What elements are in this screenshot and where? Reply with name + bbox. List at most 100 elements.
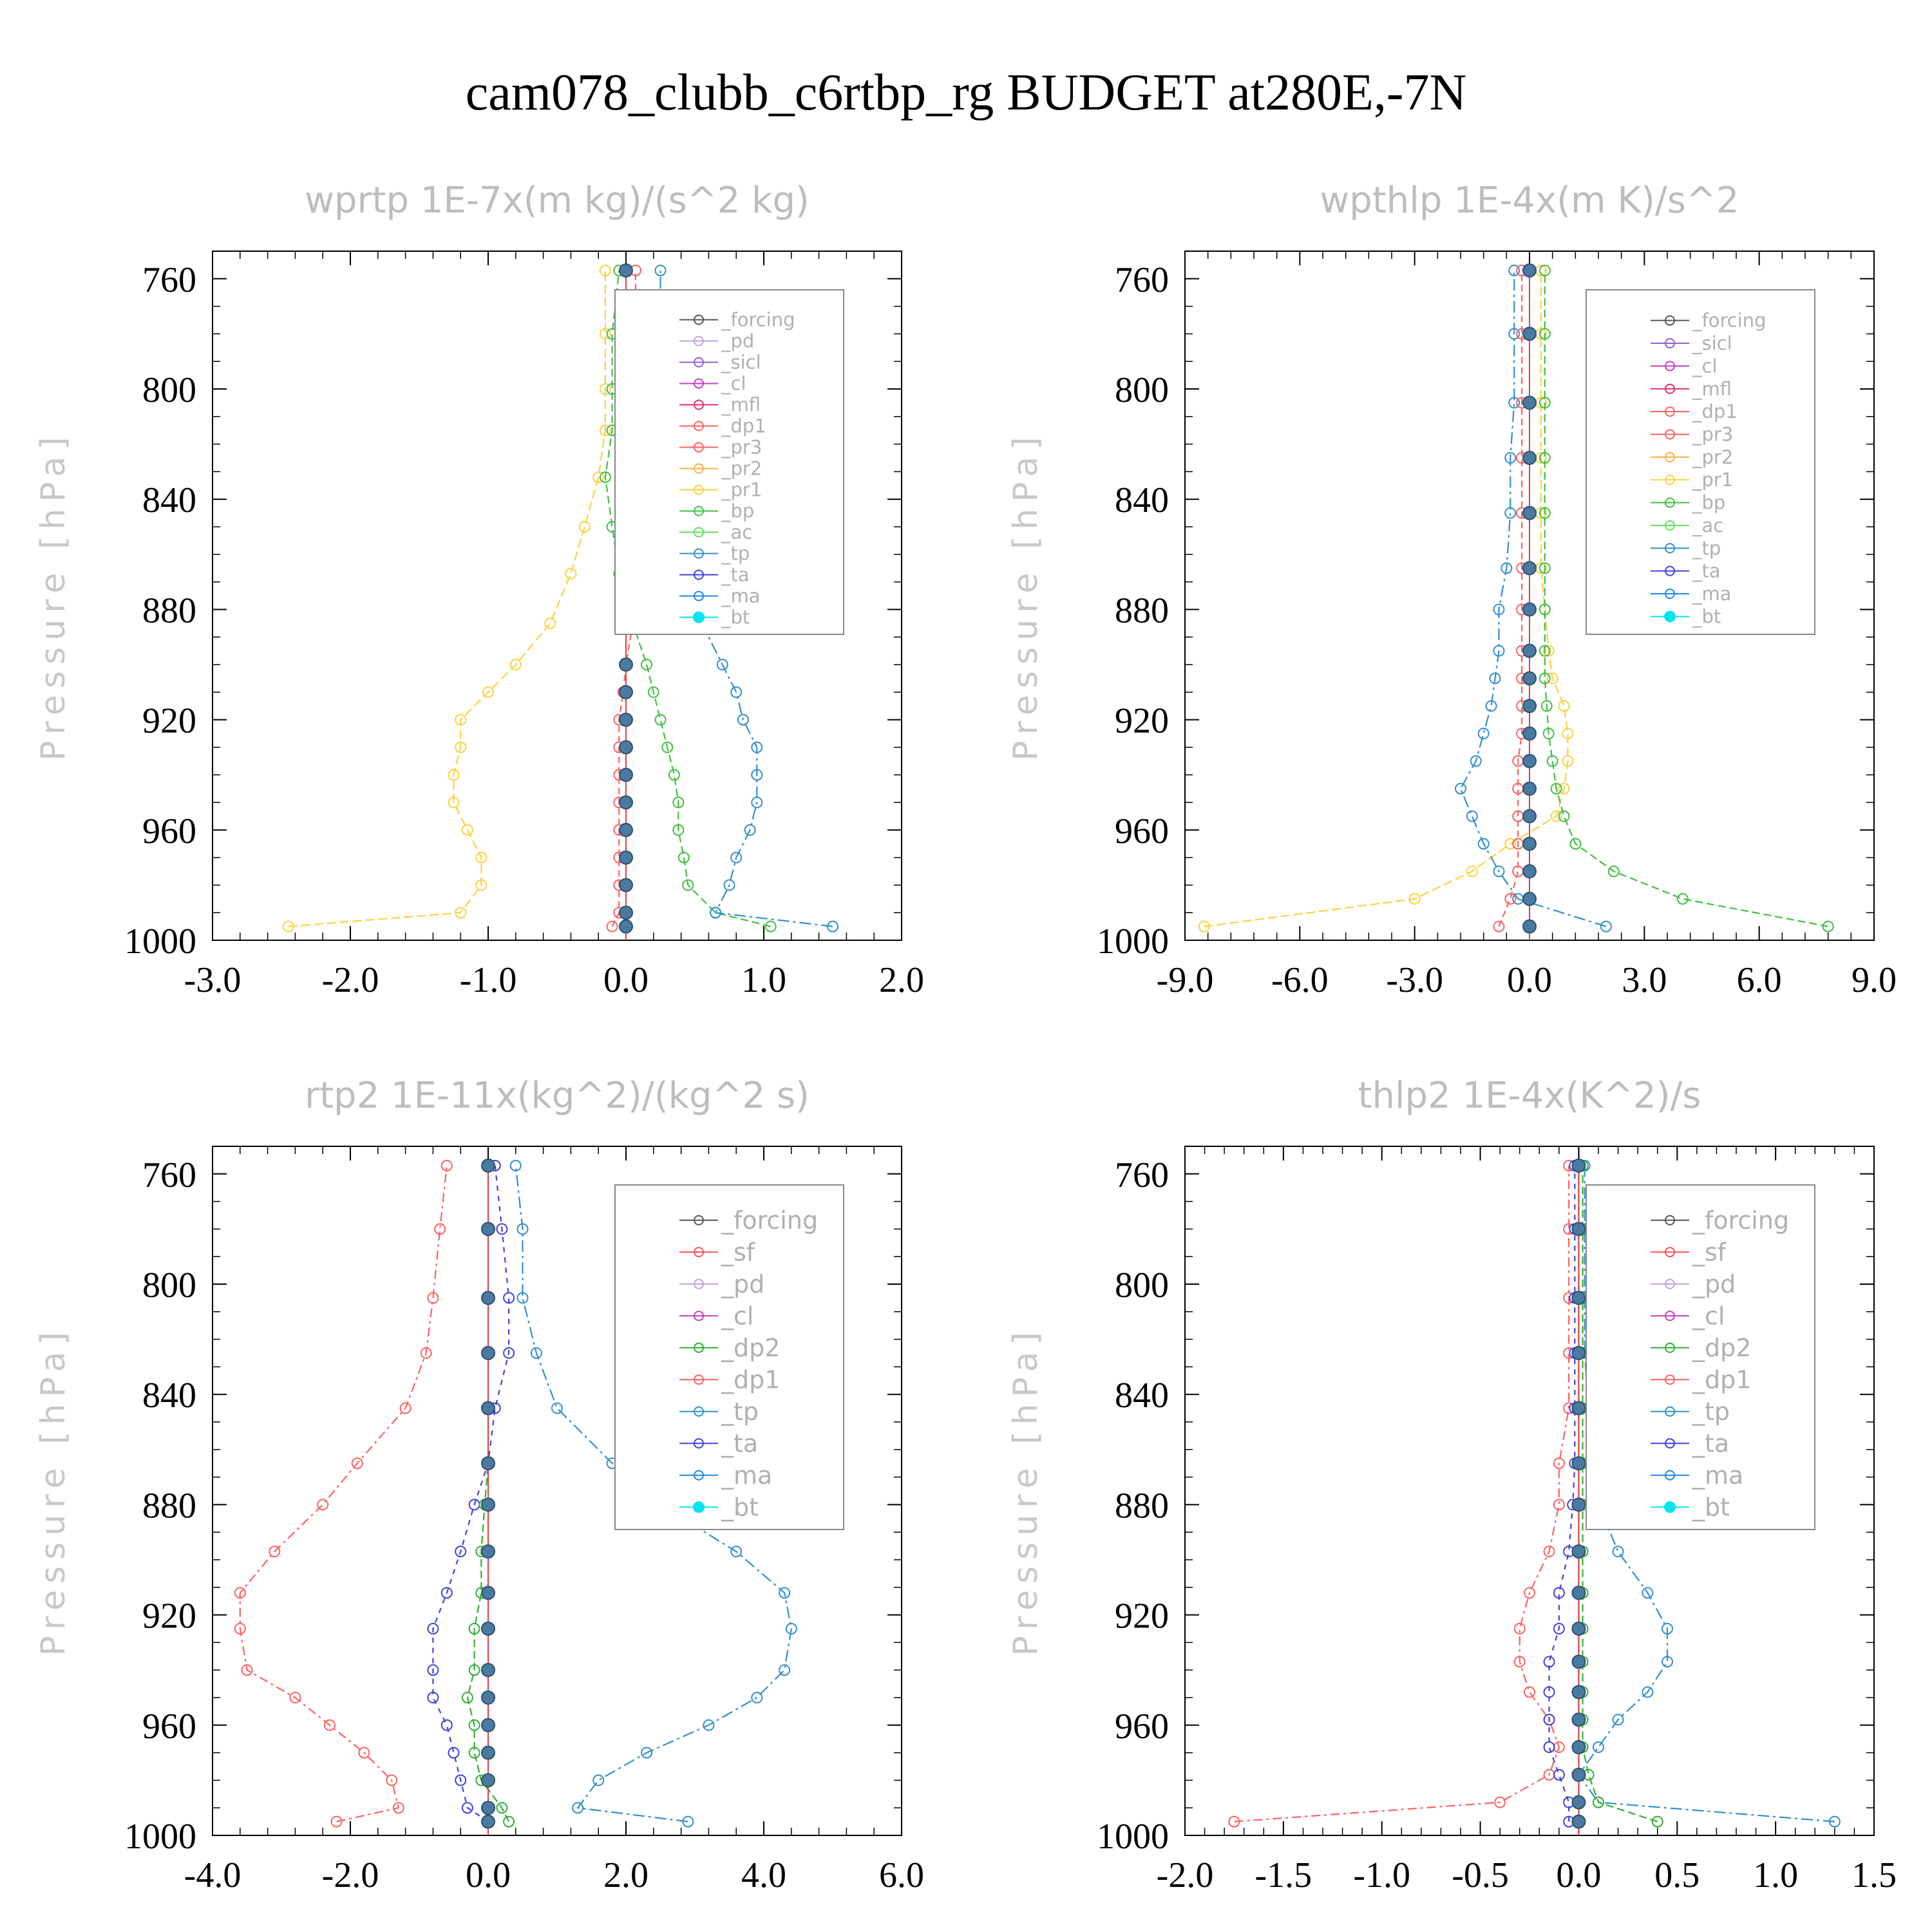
series-point-bp [1539, 507, 1551, 519]
series-point-pr1 [1466, 866, 1478, 877]
x-tick-label: -0.5 [1452, 1855, 1509, 1895]
series-point-pr1 [578, 521, 591, 533]
series-point-dp1 [399, 1402, 412, 1414]
series-point-bt [481, 1222, 495, 1236]
series-point-ta [1543, 1686, 1555, 1698]
legend-marker [1665, 1278, 1675, 1289]
series-point-bt [1522, 919, 1537, 934]
series-point-tp [779, 1664, 791, 1676]
series-point-pr1 [1550, 810, 1562, 822]
y-tick-label: 920 [142, 1596, 196, 1636]
series-line-bp [1544, 270, 1828, 927]
series-point-tp [1477, 728, 1490, 739]
legend-marker [1665, 338, 1675, 349]
series-point-pr1 [455, 714, 467, 726]
series-point-ta [503, 1292, 515, 1304]
series-point-tp [1508, 328, 1520, 340]
series-point-tp [551, 1402, 563, 1414]
series-point-tp [1504, 507, 1517, 519]
series-point-bt [1522, 891, 1537, 906]
series-point-dp1 [392, 1802, 404, 1814]
series-point-bp [1539, 264, 1551, 276]
x-tick-label: 3.0 [1622, 960, 1667, 1000]
series-point-pr1 [1408, 893, 1421, 905]
series-point-ta [461, 1802, 473, 1814]
series-point-bt [481, 1718, 495, 1732]
series-point-bt [1522, 671, 1537, 686]
series-point-tp [1642, 1686, 1654, 1698]
legend-marker [694, 1374, 704, 1385]
series-point-tp [1593, 1741, 1604, 1754]
series-point-bp [654, 714, 667, 726]
legend-box [614, 1184, 844, 1530]
legend-label: _dp1 [1692, 401, 1738, 422]
x-tick-label: 4.0 [741, 1855, 786, 1895]
y-tick-label: 960 [1115, 811, 1169, 851]
series-point-tp [509, 1159, 522, 1171]
series-point-dp1 [351, 1457, 363, 1470]
legend-label: _dp1 [1692, 1365, 1751, 1394]
series-point-dp1 [1553, 1457, 1565, 1470]
series-point-bt [1571, 1401, 1586, 1416]
legend-label: _ma [1692, 583, 1732, 605]
series-point-tp [1477, 838, 1490, 850]
series-point-tp [1470, 755, 1482, 767]
legend-label: _pr1 [721, 479, 762, 501]
legend-marker [1665, 361, 1675, 372]
series-point-dp1 [1494, 1796, 1506, 1808]
series-point-tp [827, 920, 838, 933]
plot-frame [1184, 1146, 1875, 1836]
series-point-bt [1571, 1740, 1586, 1755]
series-point-bp [672, 824, 685, 836]
legend-label: _mfl [721, 394, 761, 416]
series-point-bp [1539, 452, 1551, 464]
x-tick-label: 6.0 [1737, 960, 1782, 1000]
series-point-dp1 [317, 1499, 329, 1511]
series-point-bt [1571, 1158, 1586, 1173]
legend-label: _ma [1692, 1461, 1743, 1490]
legend-marker [693, 611, 705, 623]
y-tick-label: 920 [142, 701, 196, 741]
series-point-bp [1676, 893, 1689, 905]
series-point-ta [1553, 1623, 1565, 1634]
series-point-bt [1571, 1456, 1586, 1471]
y-tick-label: 960 [142, 811, 196, 851]
series-point-bp [764, 920, 777, 933]
series-point-tp [751, 1692, 763, 1703]
legend-marker [1665, 475, 1675, 486]
series-point-bt [619, 919, 633, 934]
series-point-bp [1546, 755, 1558, 767]
series-point-dp1 [269, 1546, 281, 1558]
x-tick-label: 0.5 [1654, 1855, 1700, 1895]
series-point-pr1 [448, 769, 460, 781]
y-tick-label: 840 [1115, 1376, 1169, 1416]
series-point-tp [1662, 1656, 1673, 1668]
series-point-pr1 [475, 879, 488, 891]
y-tick-label: 920 [1115, 1596, 1169, 1636]
series-point-dp1 [289, 1692, 301, 1703]
series-point-bt [481, 1456, 495, 1471]
series-point-pr1 [1558, 700, 1570, 712]
y-tick-label: 880 [142, 1486, 196, 1526]
legend-box [1586, 1184, 1815, 1530]
series-point-dp2 [1593, 1796, 1604, 1808]
series-point-bt [481, 1291, 495, 1305]
legend-marker [694, 569, 704, 580]
legend-label: _bp [721, 500, 754, 522]
legend-marker [1665, 1342, 1675, 1353]
x-tick-label: -2.0 [322, 960, 379, 1000]
legend-marker [1664, 1501, 1676, 1513]
legend-label: _forcing [721, 1206, 818, 1235]
y-axis-label: Pressure [hPa] [34, 431, 73, 761]
y-tick-label: 920 [1115, 701, 1169, 741]
series-point-dp1 [1553, 1499, 1565, 1511]
legend-marker [694, 1215, 704, 1226]
series-point-bt [1571, 1685, 1586, 1700]
legend-label: _cl [721, 373, 746, 395]
series-point-ta [455, 1774, 467, 1786]
legend-marker [694, 506, 704, 516]
series-point-tp [530, 1347, 542, 1359]
y-tick-label: 800 [1115, 370, 1169, 410]
legend-marker [1665, 1438, 1675, 1449]
series-point-bt [481, 1814, 495, 1829]
